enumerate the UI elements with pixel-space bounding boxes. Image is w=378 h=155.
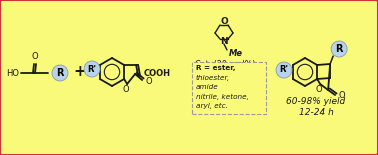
Text: O: O <box>338 91 345 100</box>
Text: O: O <box>220 18 228 27</box>
Text: R: R <box>56 68 64 78</box>
Text: Cat. (20 mol%): Cat. (20 mol%) <box>195 60 255 69</box>
Circle shape <box>52 65 68 81</box>
Text: R': R' <box>87 64 96 73</box>
Text: R': R' <box>279 66 288 75</box>
Circle shape <box>84 61 100 77</box>
Text: O: O <box>316 84 322 93</box>
Text: 60-98% yield
12-24 h: 60-98% yield 12-24 h <box>287 97 345 117</box>
Text: aryl, etc.: aryl, etc. <box>196 103 228 109</box>
Text: amide: amide <box>196 84 219 90</box>
Text: R = ester,: R = ester, <box>196 65 235 71</box>
Text: R: R <box>335 44 343 54</box>
Circle shape <box>276 62 292 78</box>
Text: O: O <box>32 52 38 61</box>
Text: thioester,: thioester, <box>196 74 230 81</box>
Text: DMF,  rt-70 ºC: DMF, rt-70 ºC <box>197 66 253 75</box>
Text: O: O <box>145 77 152 86</box>
Text: nitrile, ketone,: nitrile, ketone, <box>196 93 249 100</box>
Circle shape <box>331 41 347 57</box>
FancyBboxPatch shape <box>192 62 266 114</box>
Text: COOH: COOH <box>144 69 171 78</box>
Text: +: + <box>74 64 87 80</box>
Text: HO: HO <box>6 69 19 78</box>
Text: O: O <box>123 84 129 93</box>
Text: Me: Me <box>229 49 243 58</box>
Text: N: N <box>220 38 228 46</box>
